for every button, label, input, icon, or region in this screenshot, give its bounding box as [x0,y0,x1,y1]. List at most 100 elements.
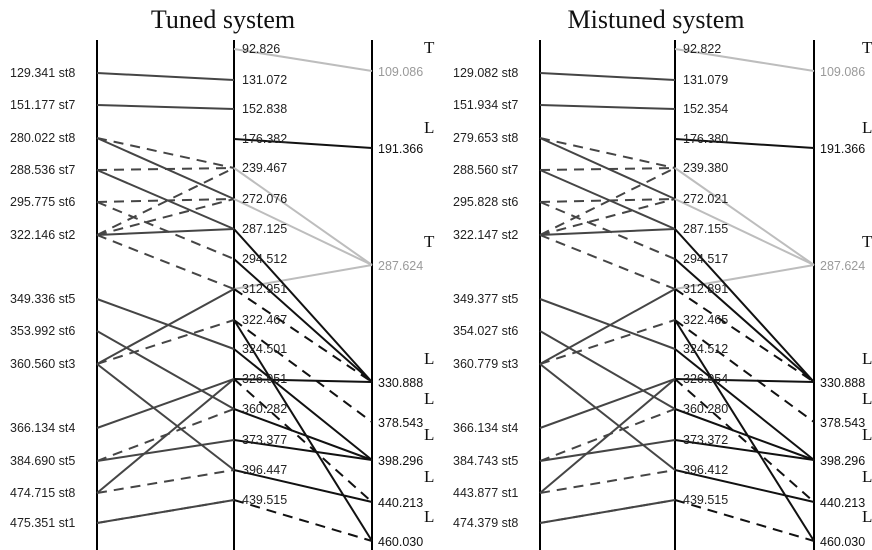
left-mode-label: 349.336 st5 [10,292,75,306]
solid-connector [96,378,235,494]
middle-frequency-label: 176.380 [683,132,728,146]
mode-connector [674,499,815,542]
right-frequency-label: 191.366 [820,142,865,156]
mode-connector [674,319,815,423]
middle-frequency-label: 326.951 [242,372,287,386]
middle-frequency-label: 152.838 [242,102,287,116]
mode-type-label: T [862,38,872,57]
middle-frequency-label: 324.512 [683,342,728,356]
middle-frequency-label: 152.354 [683,102,728,116]
right-frequency-label: 398.296 [820,454,865,468]
mode-type-label: L [862,118,872,137]
right-frequency-label: 440.213 [820,496,865,510]
left-mode-label: 288.560 st7 [453,163,518,177]
right-frequency-label: 330.888 [378,376,423,390]
middle-frequency-label: 396.412 [683,463,728,477]
dashed-connector [96,137,235,169]
middle-frequency-label: 294.512 [242,252,287,266]
middle-frequency-label: 373.377 [242,433,287,447]
right-frequency-label: 287.624 [378,259,423,273]
panel-title: Tuned system [151,5,295,34]
dashed-connector [539,198,676,236]
left-mode-label: 384.690 st5 [10,454,75,468]
solid-connector [96,288,235,365]
mode-connector [233,439,373,461]
left-mode-label: 295.775 st6 [10,195,75,209]
torsion-connector [674,198,815,266]
left-mode-label: 353.992 st6 [10,324,75,338]
right-frequency-label: 398.296 [378,454,423,468]
middle-frequency-label: 287.155 [683,222,728,236]
middle-frequency-label: 396.447 [242,463,287,477]
left-mode-label: 279.653 st8 [453,131,518,145]
mode-type-label: L [424,118,434,137]
middle-frequency-label: 92.822 [683,42,721,56]
mode-connector [233,138,373,149]
middle-frequency-label: 439.515 [683,493,728,507]
mode-type-label: L [862,425,872,444]
dashed-connector [539,234,676,290]
dashed-connector [539,499,676,524]
mode-connector [674,319,815,542]
left-mode-label: 443.877 st1 [453,486,518,500]
mode-connector [233,469,373,503]
dashed-connector [96,201,235,260]
solid-connector [96,228,235,236]
dashed-connector [96,167,235,171]
solid-connector [539,378,676,429]
dashed-connector [539,319,676,365]
right-frequency-label: 330.888 [820,376,865,390]
right-frequency-label: 191.366 [378,142,423,156]
middle-frequency-label: 239.380 [683,161,728,175]
dashed-connector [96,469,235,494]
solid-connector [539,169,676,230]
solid-connector [96,363,235,471]
mode-connector [674,348,815,461]
left-mode-label: 354.027 st6 [453,324,518,338]
middle-frequency-label: 287.125 [242,222,287,236]
mode-connector [233,499,373,542]
middle-frequency-label: 322.465 [683,313,728,327]
torsion-connector [233,48,373,72]
solid-connector [96,378,235,429]
dashed-connector [96,234,235,290]
mode-connector [233,228,373,383]
middle-frequency-label: 272.021 [683,192,728,206]
mode-type-label: L [862,389,872,408]
left-mode-label: 288.536 st7 [10,163,75,177]
dashed-connector [539,201,676,260]
mode-connector [233,319,373,542]
torsion-connector [674,264,815,290]
torsion-connector [233,198,373,266]
left-mode-label: 384.743 st5 [453,454,518,468]
left-mode-label: 360.779 st3 [453,357,518,371]
middle-frequency-label: 131.079 [683,73,728,87]
dashed-connector [539,167,676,236]
mode-connector [674,378,815,383]
solid-connector [539,288,676,365]
left-mode-label: 280.022 st8 [10,131,75,145]
left-mode-label: 322.147 st2 [453,228,518,242]
solid-connector [539,330,676,410]
right-frequency-label: 460.030 [820,535,865,549]
middle-frequency-label: 176.382 [242,132,287,146]
solid-connector [539,298,676,350]
solid-connector [96,72,235,81]
middle-frequency-label: 312.891 [683,282,728,296]
mode-connector [674,469,815,503]
middle-frequency-label: 373.372 [683,433,728,447]
solid-connector [96,330,235,410]
solid-connector [539,72,676,81]
mode-connector [233,378,373,383]
solid-connector [539,363,676,471]
middle-frequency-label: 272.076 [242,192,287,206]
dashed-connector [539,198,676,203]
mode-connector [233,258,373,383]
middle-frequency-label: 131.072 [242,73,287,87]
solid-connector [539,137,676,200]
left-mode-label: 151.934 st7 [453,98,518,112]
right-frequency-label: 287.624 [820,259,865,273]
middle-frequency-label: 312.951 [242,282,287,296]
middle-frequency-label: 360.282 [242,402,287,416]
mode-type-label: T [862,232,872,251]
